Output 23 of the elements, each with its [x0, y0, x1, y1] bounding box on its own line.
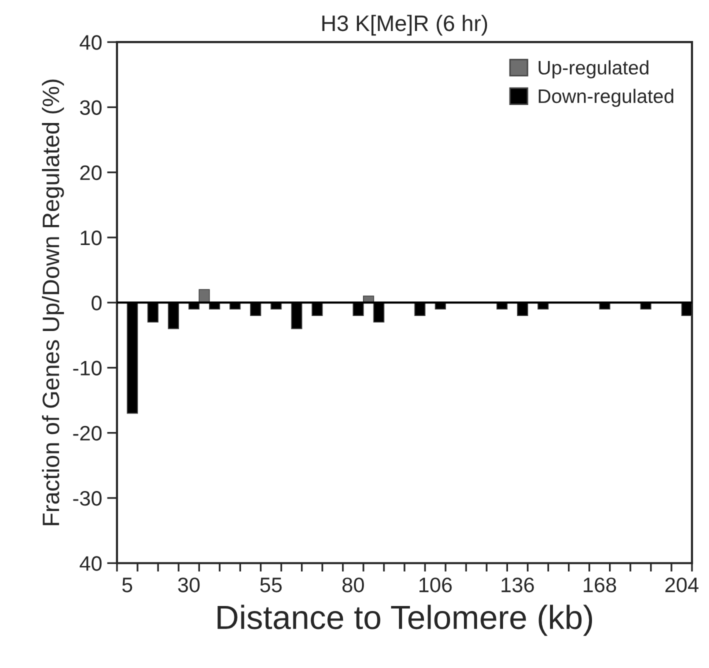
y-tick-label: 30 — [80, 100, 102, 115]
y-tick-label: -20 — [73, 426, 102, 441]
x-tick-label: 30 — [178, 578, 200, 592]
y-tick-label: 40 — [80, 35, 102, 50]
x-tick-label: 80 — [342, 578, 364, 592]
y-tick-label: 10 — [80, 230, 102, 246]
y-tick-label: -30 — [73, 490, 102, 506]
x-tick-label: 136 — [502, 578, 534, 592]
y-tick-label: 40 — [80, 556, 102, 571]
x-axis-title: Distance to Telomere (kb) — [218, 604, 592, 636]
legend-label: Up-regulated — [538, 60, 648, 78]
y-tick-label: -10 — [73, 360, 102, 376]
x-tick-label: 204 — [665, 578, 698, 592]
legend-label: Down-regulated — [538, 88, 674, 107]
y-tick-label: 0 — [92, 296, 102, 310]
chart-title: H3 K[Me]R (6 hr) — [322, 14, 488, 36]
x-tick-label: 106 — [420, 578, 452, 592]
bar — [198, 289, 210, 304]
x-tick-label: 55 — [260, 578, 282, 592]
y-tick-label: 20 — [80, 165, 102, 180]
x-tick-label: 5 — [122, 578, 132, 592]
x-tick-label: 168 — [584, 578, 616, 592]
y-axis-title: Fraction of Genes Up/Down Regulated (%) — [42, 80, 64, 526]
